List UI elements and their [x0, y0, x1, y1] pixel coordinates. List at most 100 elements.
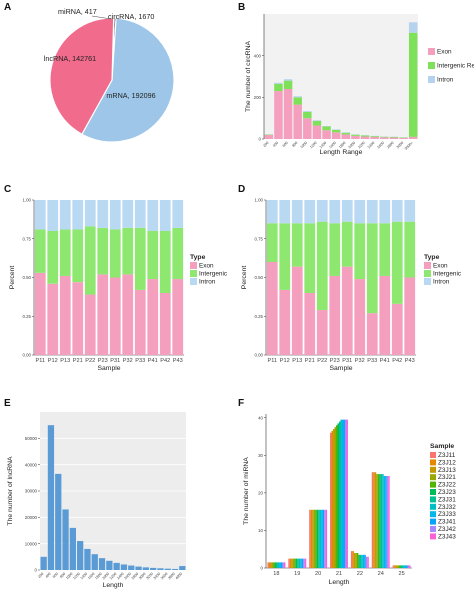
bar-intron — [316, 200, 328, 222]
bar — [55, 473, 62, 570]
bar-exon — [354, 279, 366, 355]
bar-exon — [109, 277, 121, 355]
bar-z3j43 — [388, 475, 390, 568]
x-tick-label: P12 — [48, 358, 58, 364]
bar-exon — [379, 275, 391, 355]
bar-z3j23 — [337, 423, 339, 568]
bar-exon — [360, 136, 370, 139]
bar-z3j41 — [343, 419, 345, 568]
grouped-bar-chart-f: 0 10 20 30 40 18 19 20 21 22 24 25 Length The number … — [243, 414, 456, 586]
bar-z3j11 — [288, 558, 290, 568]
bar-intron — [408, 22, 418, 33]
x-tick-label: 3200 — [145, 572, 153, 580]
bar-z3j31 — [401, 565, 404, 568]
bar-z3j32 — [277, 562, 280, 568]
y-tick-label: 30 — [258, 453, 263, 458]
bar-exon — [283, 89, 293, 139]
bar-z3j21 — [313, 509, 316, 568]
bar-intergenic — [391, 221, 403, 304]
bar-z3j31 — [297, 558, 299, 568]
bar-intron — [47, 200, 59, 231]
bar-exon — [47, 283, 59, 355]
y-tick-label: 10 — [258, 528, 263, 533]
bar-intron — [279, 200, 291, 224]
bar-exon — [147, 279, 159, 355]
x-tick-label: P31 — [342, 358, 352, 364]
bar-exon — [341, 134, 351, 139]
bar-intergenic-region — [408, 32, 418, 137]
bar — [164, 568, 171, 570]
bar-exon — [122, 274, 134, 355]
bar-intron — [354, 200, 366, 224]
bar — [113, 562, 120, 570]
bar-intergenic — [379, 223, 391, 276]
x-tick-label: P31 — [110, 358, 120, 364]
bar-z3j22 — [377, 474, 380, 568]
legend-label: Z3J11 — [438, 452, 456, 459]
bar-intron — [122, 200, 134, 228]
bar-intergenic — [109, 229, 121, 278]
x-tick-label: 3000+ — [404, 141, 414, 151]
bar-exon — [331, 132, 341, 139]
bar-exon — [404, 277, 416, 355]
bar-intergenic — [72, 229, 84, 283]
y-tick-label: 20 — [258, 490, 263, 495]
bar-z3j31 — [359, 554, 362, 568]
x-axis-title: Length Range — [320, 149, 363, 156]
bar-z3j41 — [406, 565, 408, 568]
bar-intron — [379, 200, 391, 224]
pie-label-circrna: circRNA, 1670 — [108, 12, 154, 21]
bar-intergenic — [404, 221, 416, 278]
bar-z3j33 — [300, 558, 302, 568]
bar-z3j13 — [333, 429, 335, 568]
bar-z3j31 — [380, 474, 383, 568]
bar-z3j21 — [334, 427, 337, 568]
x-tick-label: P41 — [148, 358, 158, 364]
legend-label: Exon — [199, 262, 214, 269]
bar — [120, 564, 128, 570]
x-tick-label: P43 — [405, 358, 415, 364]
bar-intergenic — [304, 223, 316, 293]
bar-intergenic — [59, 229, 71, 276]
bar-z3j13 — [353, 552, 356, 568]
bar-exon — [391, 303, 403, 355]
bar-z3j11 — [267, 562, 269, 568]
bar-chart-e: 0 10000 20000 30000 40000 50000 200 400 600 80010… — [7, 412, 186, 589]
legend-swatch — [430, 496, 436, 503]
bar-intron — [341, 200, 353, 222]
x-tick-label: P32 — [123, 358, 133, 364]
bar-exon — [97, 274, 109, 355]
panel-label-e: E — [4, 398, 11, 409]
legend-label: Z3J13 — [438, 467, 456, 474]
y-tick-label: 0.75 — [254, 236, 263, 241]
bar-exon — [312, 125, 322, 139]
bar-exon — [389, 137, 399, 139]
bar — [98, 558, 106, 570]
bar-z3j12 — [373, 472, 375, 568]
bar-intron — [134, 200, 146, 228]
legend-swatch — [428, 48, 435, 55]
bar-z3j43 — [325, 509, 328, 568]
bar-intergenic-region — [380, 136, 389, 138]
pie-label-mirna: miRNA, 417 — [58, 7, 97, 16]
panel-label-b: B — [238, 2, 245, 13]
bar-z3j43 — [367, 556, 369, 568]
bar-exon — [399, 137, 408, 139]
x-tick-label: P32 — [355, 358, 365, 364]
bar-intergenic — [172, 227, 184, 280]
x-tick-label: P23 — [330, 358, 340, 364]
bar-z3j22 — [315, 509, 317, 568]
bar-exon — [351, 135, 360, 139]
bar-z3j23 — [379, 474, 381, 568]
bar — [84, 548, 91, 570]
bar-intron — [404, 200, 416, 222]
y-axis-title: The number of circRNA — [245, 41, 252, 112]
bar-z3j43 — [409, 565, 411, 568]
bar-intergenic-region — [360, 135, 370, 137]
bar-intron — [147, 200, 159, 231]
bar-intron — [312, 120, 322, 121]
y-tick-label: 0.25 — [22, 314, 31, 319]
x-tick-label: P11 — [35, 358, 45, 364]
bar-z3j43 — [346, 419, 348, 568]
